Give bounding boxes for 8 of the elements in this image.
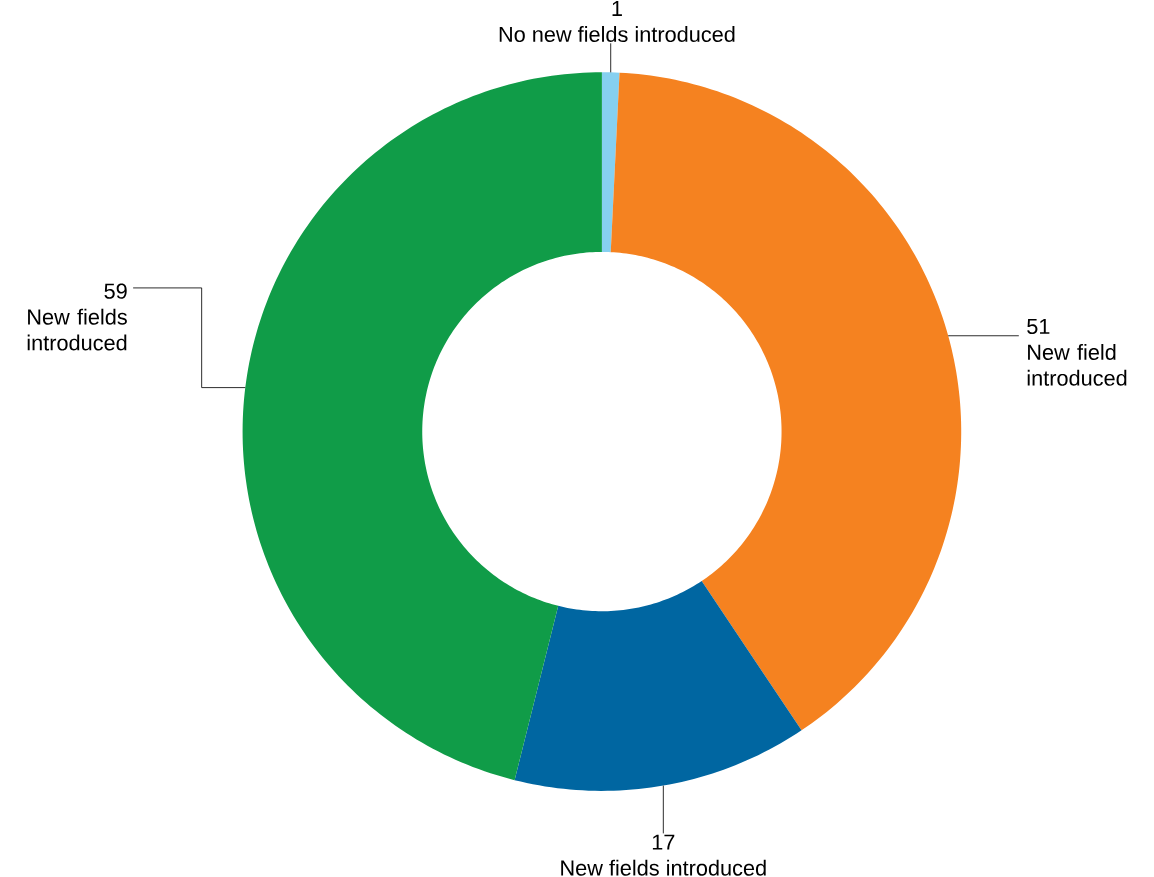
slice-label: New field introduced <box>1027 344 1127 386</box>
slice-label: New fields introduced <box>27 308 127 351</box>
data-label: 1 <box>612 1 622 17</box>
data-label: 59 <box>104 283 127 299</box>
slice-label: No new fields introduced <box>499 26 735 43</box>
slice-label: New fields introduced <box>561 859 766 876</box>
data-label: 51 <box>1027 319 1050 335</box>
data-label: 17 <box>652 834 675 850</box>
